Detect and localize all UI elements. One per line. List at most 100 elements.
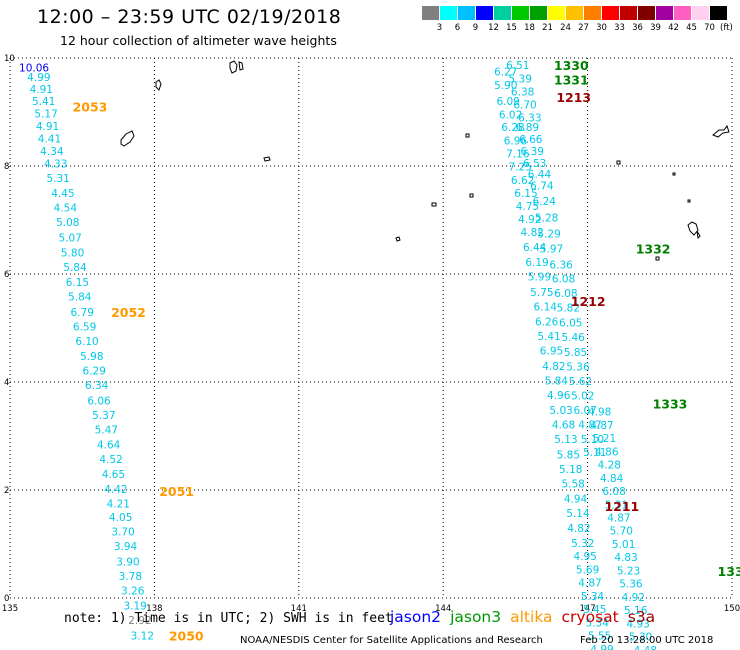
wave-height-value: 4.99	[27, 72, 50, 84]
pass-time-label: 1331	[554, 73, 589, 88]
wave-height-value: 6.07	[573, 405, 596, 417]
wave-height-value: 6.14	[534, 301, 558, 313]
pass-time-label: 1334	[718, 564, 740, 579]
wave-height-value: 6.26	[535, 317, 559, 329]
wave-height-value: 5.36	[619, 578, 643, 590]
colorbar-swatch	[656, 6, 673, 20]
wave-height-value: 3.90	[116, 556, 139, 568]
wave-height-value: 3.70	[111, 527, 134, 539]
wave-height-value: 5.45	[583, 604, 606, 616]
wave-height-value: 5.84	[545, 375, 569, 387]
wave-height-value: 6.74	[530, 180, 554, 192]
wave-height-value: 5.84	[68, 292, 92, 304]
wave-height-value: 5.07	[58, 232, 81, 244]
island-outline	[655, 256, 660, 261]
wave-height-value: 7.25	[509, 162, 532, 174]
colorbar-label: 12	[488, 23, 499, 33]
colorbar-unit: (ft)	[720, 23, 733, 33]
wave-height-value: 5.37	[92, 410, 115, 422]
wave-height-value: 4.87	[607, 513, 630, 525]
wave-height-value: 6.10	[75, 336, 98, 348]
wave-height-value: 10.06	[19, 63, 49, 75]
wave-height-value: 3.19	[123, 601, 146, 613]
wave-height-value: 4.75	[516, 201, 539, 213]
wave-height-value: 4.82	[542, 361, 565, 373]
wave-height-value: 6.70	[513, 99, 536, 111]
colorbar-label: 3	[436, 23, 443, 33]
satellite-legend-item: s3a	[627, 608, 656, 626]
lat-tick-label: 2	[4, 486, 9, 496]
wave-height-value: 4.82	[521, 227, 544, 239]
wave-height-value: 4.87	[578, 420, 601, 432]
wave-height-value: 4.82	[567, 523, 590, 535]
colorbar-swatch	[692, 6, 709, 20]
wave-height-value: 7.16	[506, 149, 530, 161]
wave-height-value: 4.93	[626, 618, 649, 630]
wave-height-value: 5.28	[535, 212, 558, 224]
colorbar-swatch	[530, 6, 547, 20]
island-outline	[469, 193, 474, 198]
wave-height-value: 6.05	[559, 318, 582, 330]
wave-height-value: 4.33	[44, 158, 67, 170]
island-outline	[672, 172, 676, 176]
island-outline	[263, 156, 271, 162]
colorbar-label: 24	[560, 23, 571, 33]
wave-height-value: 6.08	[602, 486, 625, 498]
colorbar-label: 27	[578, 23, 589, 33]
island-outline	[687, 199, 691, 203]
island-outline	[687, 221, 701, 240]
satellite-legend-item: jason3	[450, 608, 502, 626]
wave-height-value: 5.46	[561, 332, 585, 344]
wave-height-value: 4.68	[552, 420, 575, 432]
island-outline	[712, 124, 730, 138]
island-outline	[155, 79, 162, 91]
wave-height-value: 6.06	[87, 395, 111, 407]
wave-height-value: 6.24	[533, 196, 557, 208]
wave-height-value: 6.79	[71, 307, 94, 319]
pass-time-label: 2051	[159, 484, 194, 499]
colorbar-swatch	[584, 6, 601, 20]
wave-height-value: 4.21	[107, 499, 130, 511]
wave-height-value: 5.10	[581, 434, 604, 446]
wave-height-value: 4.48	[634, 645, 657, 650]
wave-height-value: 5.62	[569, 376, 592, 388]
wave-height-value: 5.85	[557, 449, 580, 461]
colorbar-swatch	[422, 6, 439, 20]
wave-height-value: 5.70	[610, 526, 633, 538]
satellite-legend-item: cryosat	[561, 608, 619, 626]
pass-time-label: 1211	[604, 499, 639, 514]
wave-height-value: 6.08	[554, 288, 577, 300]
wave-height-value: 4.86	[595, 447, 619, 459]
colorbar-swatch	[494, 6, 511, 20]
wave-height-value: 6.15	[514, 188, 537, 200]
colorbar-label: 18	[524, 23, 535, 33]
wave-height-value: 5.16	[624, 605, 648, 617]
wave-height-value: 4.05	[109, 512, 132, 524]
wave-height-value: 4.84	[600, 473, 624, 485]
lat-tick-label: 6	[4, 270, 9, 280]
wave-height-value: 5.41	[537, 331, 560, 343]
wave-height-value: 5.69	[576, 564, 599, 576]
wave-height-value: 4.92	[622, 592, 645, 604]
land-features	[120, 60, 730, 261]
colorbar-label: 39	[650, 23, 661, 33]
wave-height-value: 6.44	[528, 169, 552, 181]
wave-height-value: 4.95	[573, 551, 596, 563]
wave-height-value: 5.03	[549, 405, 572, 417]
wave-height-value: 5.32	[571, 538, 594, 550]
wave-height-value: 5.29	[537, 229, 560, 241]
colorbar-label: 15	[506, 23, 517, 33]
wave-height-value: 3.26	[121, 585, 145, 597]
colorbar-swatch	[674, 6, 691, 20]
wave-height-value: 4.83	[614, 552, 637, 564]
wave-height-value: 4.99	[590, 644, 613, 650]
wave-height-value: 6.09	[496, 96, 519, 108]
island-outline	[395, 236, 401, 242]
wave-height-value: 6.89	[516, 122, 539, 134]
wave-height-value: 5.31	[605, 500, 628, 512]
satellite-legend-item: altika	[510, 608, 553, 626]
island-outline	[431, 202, 437, 207]
wave-height-value: 5.80	[61, 247, 84, 259]
wave-height-value: 6.02	[499, 110, 522, 122]
wave-height-value: 5.17	[34, 109, 57, 121]
